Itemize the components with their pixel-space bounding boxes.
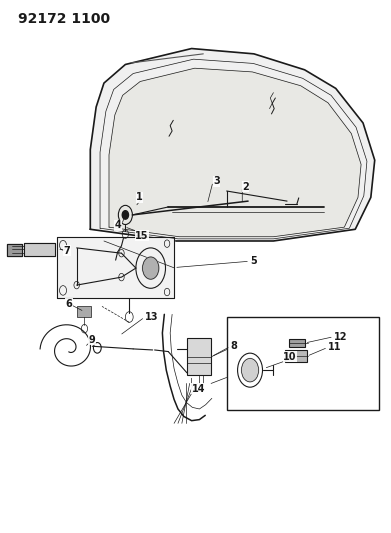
Circle shape [143,257,159,279]
Polygon shape [57,237,174,298]
Text: 1: 1 [136,192,143,203]
Circle shape [242,359,258,382]
Text: 13: 13 [145,312,158,322]
Bar [187,338,211,375]
Bar [289,339,305,348]
Text: 4: 4 [115,220,122,230]
Text: 7: 7 [64,246,70,255]
Circle shape [122,211,129,219]
Text: 5: 5 [250,256,257,266]
Text: 11: 11 [328,342,341,352]
Text: 14: 14 [192,384,205,394]
Text: 6: 6 [66,298,72,309]
Text: 8: 8 [231,341,237,351]
Text: 3: 3 [213,176,220,187]
Polygon shape [7,244,22,256]
Text: 10: 10 [283,352,297,362]
Polygon shape [109,68,361,237]
Text: 9: 9 [89,335,96,345]
Bar [227,317,378,410]
Text: 15: 15 [135,231,149,241]
Polygon shape [90,49,375,241]
Text: 92172 1100: 92172 1100 [18,12,110,27]
Bar [285,351,307,362]
Polygon shape [24,243,55,256]
Text: 12: 12 [334,332,347,342]
Text: 2: 2 [242,182,249,192]
Bar [77,306,91,317]
